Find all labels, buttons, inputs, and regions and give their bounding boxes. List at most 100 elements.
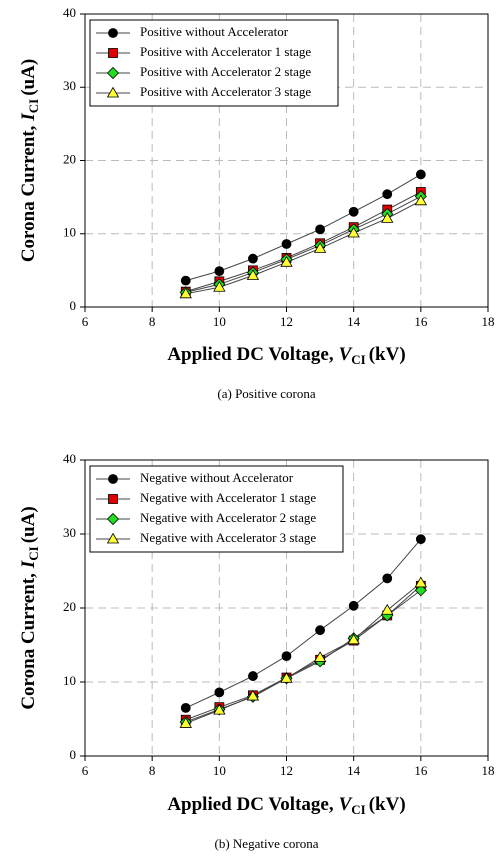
- marker: [214, 687, 225, 698]
- x-tick-label: 14: [347, 314, 361, 329]
- legend-label: Positive without Accelerator: [140, 24, 289, 39]
- marker: [313, 242, 327, 253]
- marker: [214, 266, 225, 277]
- legend-box: [89, 465, 344, 553]
- marker: [246, 689, 260, 701]
- marker: [381, 212, 394, 223]
- y-tick-label: 0: [70, 298, 77, 313]
- series-line: [185, 538, 422, 709]
- axis-label-text: Applied DC Voltage,: [167, 344, 334, 365]
- legend-label: Negative with Accelerator 2 stage: [140, 510, 316, 525]
- axis-label-symbol: I: [18, 560, 39, 569]
- marker: [415, 169, 426, 180]
- x-tick-label: 8: [149, 763, 156, 778]
- marker: [106, 66, 120, 80]
- axis-label-sub: CI: [26, 99, 41, 113]
- marker: [108, 494, 118, 504]
- x-tick-label: 6: [82, 314, 89, 329]
- axis-label-text: Corona Current,: [18, 573, 39, 710]
- marker: [414, 194, 428, 206]
- marker: [414, 584, 427, 597]
- axis-label-unit: (uA): [18, 59, 39, 96]
- y-tick-label: 0: [70, 747, 77, 762]
- x-tick-label: 8: [149, 314, 156, 329]
- marker: [315, 625, 325, 636]
- marker: [348, 600, 359, 611]
- marker: [248, 671, 258, 681]
- marker: [347, 633, 360, 645]
- x-tick-label: 18: [482, 314, 495, 329]
- series-line: [185, 173, 422, 282]
- marker: [415, 534, 426, 545]
- y-tick-label: 30: [63, 78, 76, 93]
- marker: [246, 269, 260, 280]
- y-tick-label: 10: [63, 673, 76, 688]
- x-tick-label: 12: [280, 763, 293, 778]
- y-tick-label: 20: [63, 151, 76, 166]
- axis-label-unit: (kV): [369, 344, 406, 365]
- legend-label: Positive with Accelerator 3 stage: [140, 84, 311, 99]
- axis-label-unit: (kV): [369, 794, 406, 815]
- axis-label: Applied DC Voltage, VCI (kV): [167, 794, 405, 817]
- marker: [280, 672, 293, 683]
- y-tick-label: 40: [63, 5, 76, 20]
- marker: [281, 239, 292, 249]
- marker: [108, 48, 118, 58]
- marker: [106, 532, 120, 544]
- marker: [382, 189, 393, 200]
- axis-label-symbol: I: [18, 113, 39, 122]
- caption: (a) Positive corona: [217, 386, 315, 401]
- caption: (b) Negative corona: [215, 836, 319, 851]
- legend-label: Negative with Accelerator 3 stage: [140, 530, 316, 545]
- series-line: [185, 195, 422, 293]
- x-tick-label: 16: [414, 763, 428, 778]
- marker: [313, 651, 327, 662]
- axis-label: Corona Current, ICI (uA): [18, 506, 41, 709]
- y-tick-label: 10: [63, 225, 76, 240]
- marker: [106, 86, 120, 98]
- marker: [180, 275, 191, 286]
- plot-frame: [84, 459, 489, 757]
- legend-box: [89, 19, 339, 107]
- marker: [180, 703, 191, 713]
- series-line: [185, 585, 422, 721]
- axis-label: Applied DC Voltage, VCI (kV): [167, 344, 405, 367]
- axis-label-sub: CI: [26, 546, 41, 560]
- x-tick-label: 10: [213, 314, 226, 329]
- marker: [179, 287, 192, 299]
- y-tick-label: 30: [63, 525, 76, 540]
- marker: [281, 651, 292, 661]
- axis-label-symbol: V: [339, 794, 353, 815]
- marker: [213, 703, 226, 715]
- x-tick-label: 16: [414, 314, 428, 329]
- axis-label: Corona Current, ICI (uA): [18, 59, 41, 262]
- marker: [213, 280, 226, 292]
- legend-label: Positive with Accelerator 1 stage: [140, 44, 311, 59]
- y-tick-label: 20: [63, 599, 76, 614]
- x-tick-label: 6: [82, 763, 89, 778]
- y-tick-label: 40: [63, 451, 76, 466]
- marker: [179, 717, 192, 728]
- legend-label: Negative with Accelerator 1 stage: [140, 490, 316, 505]
- axis-label-symbol: V: [339, 344, 353, 365]
- legend-label: Negative without Accelerator: [140, 470, 294, 485]
- marker: [315, 224, 325, 235]
- marker: [347, 226, 360, 238]
- marker: [248, 253, 258, 264]
- marker: [414, 576, 428, 588]
- marker: [280, 256, 293, 267]
- x-tick-label: 10: [213, 763, 226, 778]
- marker: [382, 573, 393, 584]
- series-line: [185, 191, 422, 293]
- marker: [108, 474, 118, 484]
- x-tick-label: 14: [347, 763, 361, 778]
- marker: [381, 603, 394, 615]
- series-line: [185, 200, 422, 295]
- axis-label-sub: CI: [351, 802, 365, 817]
- axis-label-sub: CI: [351, 352, 365, 367]
- marker: [108, 28, 118, 38]
- marker: [348, 206, 359, 217]
- x-tick-label: 18: [482, 763, 495, 778]
- legend-label: Positive with Accelerator 2 stage: [140, 64, 311, 79]
